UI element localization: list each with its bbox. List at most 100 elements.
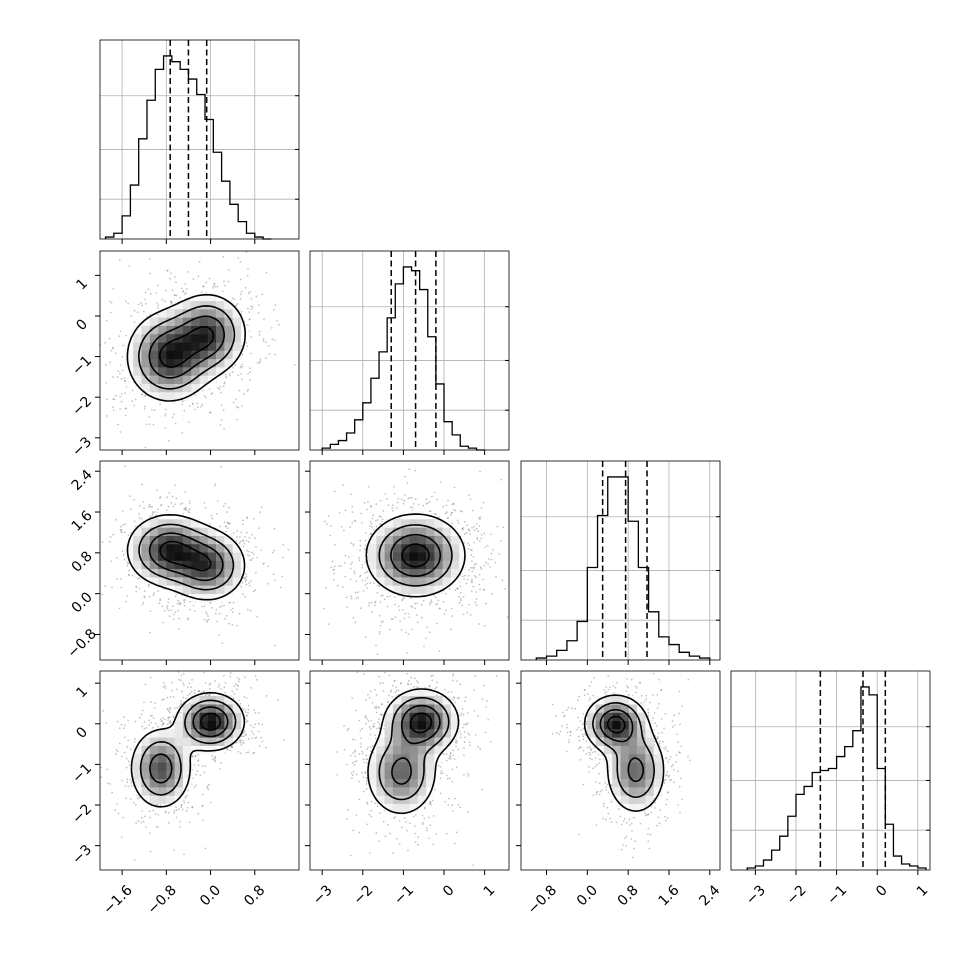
density-cell	[401, 527, 410, 536]
scatter-point	[220, 418, 223, 421]
scatter-point	[212, 286, 215, 289]
scatter-point	[171, 289, 174, 292]
scatter-point	[428, 631, 431, 634]
scatter-point	[244, 535, 246, 538]
scatter-point	[349, 526, 351, 528]
scatter-point	[238, 678, 241, 681]
density-cell	[166, 737, 175, 746]
scatter-point	[345, 596, 348, 599]
density-cell	[409, 535, 419, 545]
scatter-point	[431, 495, 433, 498]
marginal-panel-3	[730, 670, 931, 875]
scatter-point	[265, 694, 268, 697]
scatter-point	[502, 526, 505, 529]
scatter-point	[217, 685, 220, 688]
scatter-point	[222, 385, 225, 387]
scatter-point	[494, 561, 497, 564]
scatter-point	[392, 618, 394, 621]
scatter-point	[228, 506, 230, 509]
scatter-point	[230, 745, 233, 748]
scatter-point	[403, 597, 406, 600]
scatter-point	[115, 394, 117, 397]
scatter-point	[110, 301, 113, 304]
panel-frame	[99, 250, 300, 451]
scatter-point	[258, 527, 260, 529]
scatter-point	[465, 532, 468, 534]
scatter-point	[344, 554, 347, 557]
density-cell	[199, 560, 209, 570]
scatter-point	[227, 280, 230, 283]
scatter-point	[244, 711, 247, 713]
scatter-point	[168, 722, 171, 725]
density-cell	[199, 729, 209, 738]
scatter-point	[142, 601, 145, 604]
scatter-point	[338, 512, 341, 514]
scatter-point	[401, 608, 404, 611]
scatter-point	[144, 683, 147, 686]
scatter-point	[397, 605, 400, 608]
density-cell	[158, 309, 167, 318]
scatter-point	[242, 739, 244, 742]
scatter-point	[174, 503, 177, 506]
density-cell	[158, 375, 167, 384]
scatter-point	[241, 366, 244, 368]
scatter-point	[153, 409, 156, 411]
scatter-point	[162, 716, 164, 719]
density-cell	[207, 535, 217, 545]
scatter-point	[175, 497, 178, 500]
scatter-point	[168, 710, 170, 712]
scatter-point	[144, 291, 147, 294]
scatter-point	[179, 820, 181, 823]
scatter-point	[229, 672, 232, 674]
density-cell	[166, 333, 175, 343]
scatter-point	[273, 339, 276, 341]
density-cell	[182, 383, 192, 393]
density-cell	[232, 729, 242, 738]
scatter-point	[193, 689, 196, 692]
scatter-point	[242, 393, 245, 395]
density-cell	[182, 737, 192, 746]
density-cell	[133, 552, 142, 561]
scatter-point	[363, 502, 366, 504]
scatter-point	[173, 849, 176, 852]
density-cell	[199, 568, 209, 578]
scatter-point	[152, 594, 155, 596]
scatter-point	[354, 520, 357, 522]
scatter-point	[124, 407, 127, 410]
scatter-point	[120, 723, 123, 726]
scatter-point	[148, 719, 150, 722]
scatter-point	[179, 826, 181, 828]
scatter-point	[176, 688, 178, 691]
scatter-point	[206, 785, 209, 787]
scatter-point	[129, 748, 132, 750]
scatter-point	[337, 565, 340, 568]
density-cell	[141, 737, 151, 746]
scatter-point	[223, 428, 225, 430]
scatter-point	[242, 709, 245, 712]
scatter-point	[127, 785, 130, 788]
scatter-point	[239, 298, 242, 300]
scatter-point	[168, 615, 171, 618]
density-cell	[141, 543, 151, 553]
scatter-point	[142, 310, 145, 313]
scatter-point	[133, 498, 135, 501]
scatter-point	[226, 511, 229, 513]
scatter-point	[133, 321, 136, 323]
scatter-point	[406, 482, 409, 484]
density-cell	[207, 712, 217, 722]
scatter-point	[262, 563, 265, 565]
scatter-point	[169, 720, 172, 722]
scatter-point	[491, 549, 494, 551]
scatter-point	[247, 712, 249, 714]
scatter-point	[98, 327, 100, 329]
scatter-point	[365, 571, 368, 573]
scatter-point	[224, 617, 226, 620]
density-cell	[426, 527, 435, 536]
scatter-point	[204, 506, 207, 509]
density-cell	[199, 527, 209, 536]
scatter-point	[121, 531, 123, 534]
scatter-point	[244, 734, 247, 736]
scatter-point	[414, 602, 416, 605]
scatter-point	[326, 523, 328, 525]
scatter-point	[138, 587, 141, 590]
